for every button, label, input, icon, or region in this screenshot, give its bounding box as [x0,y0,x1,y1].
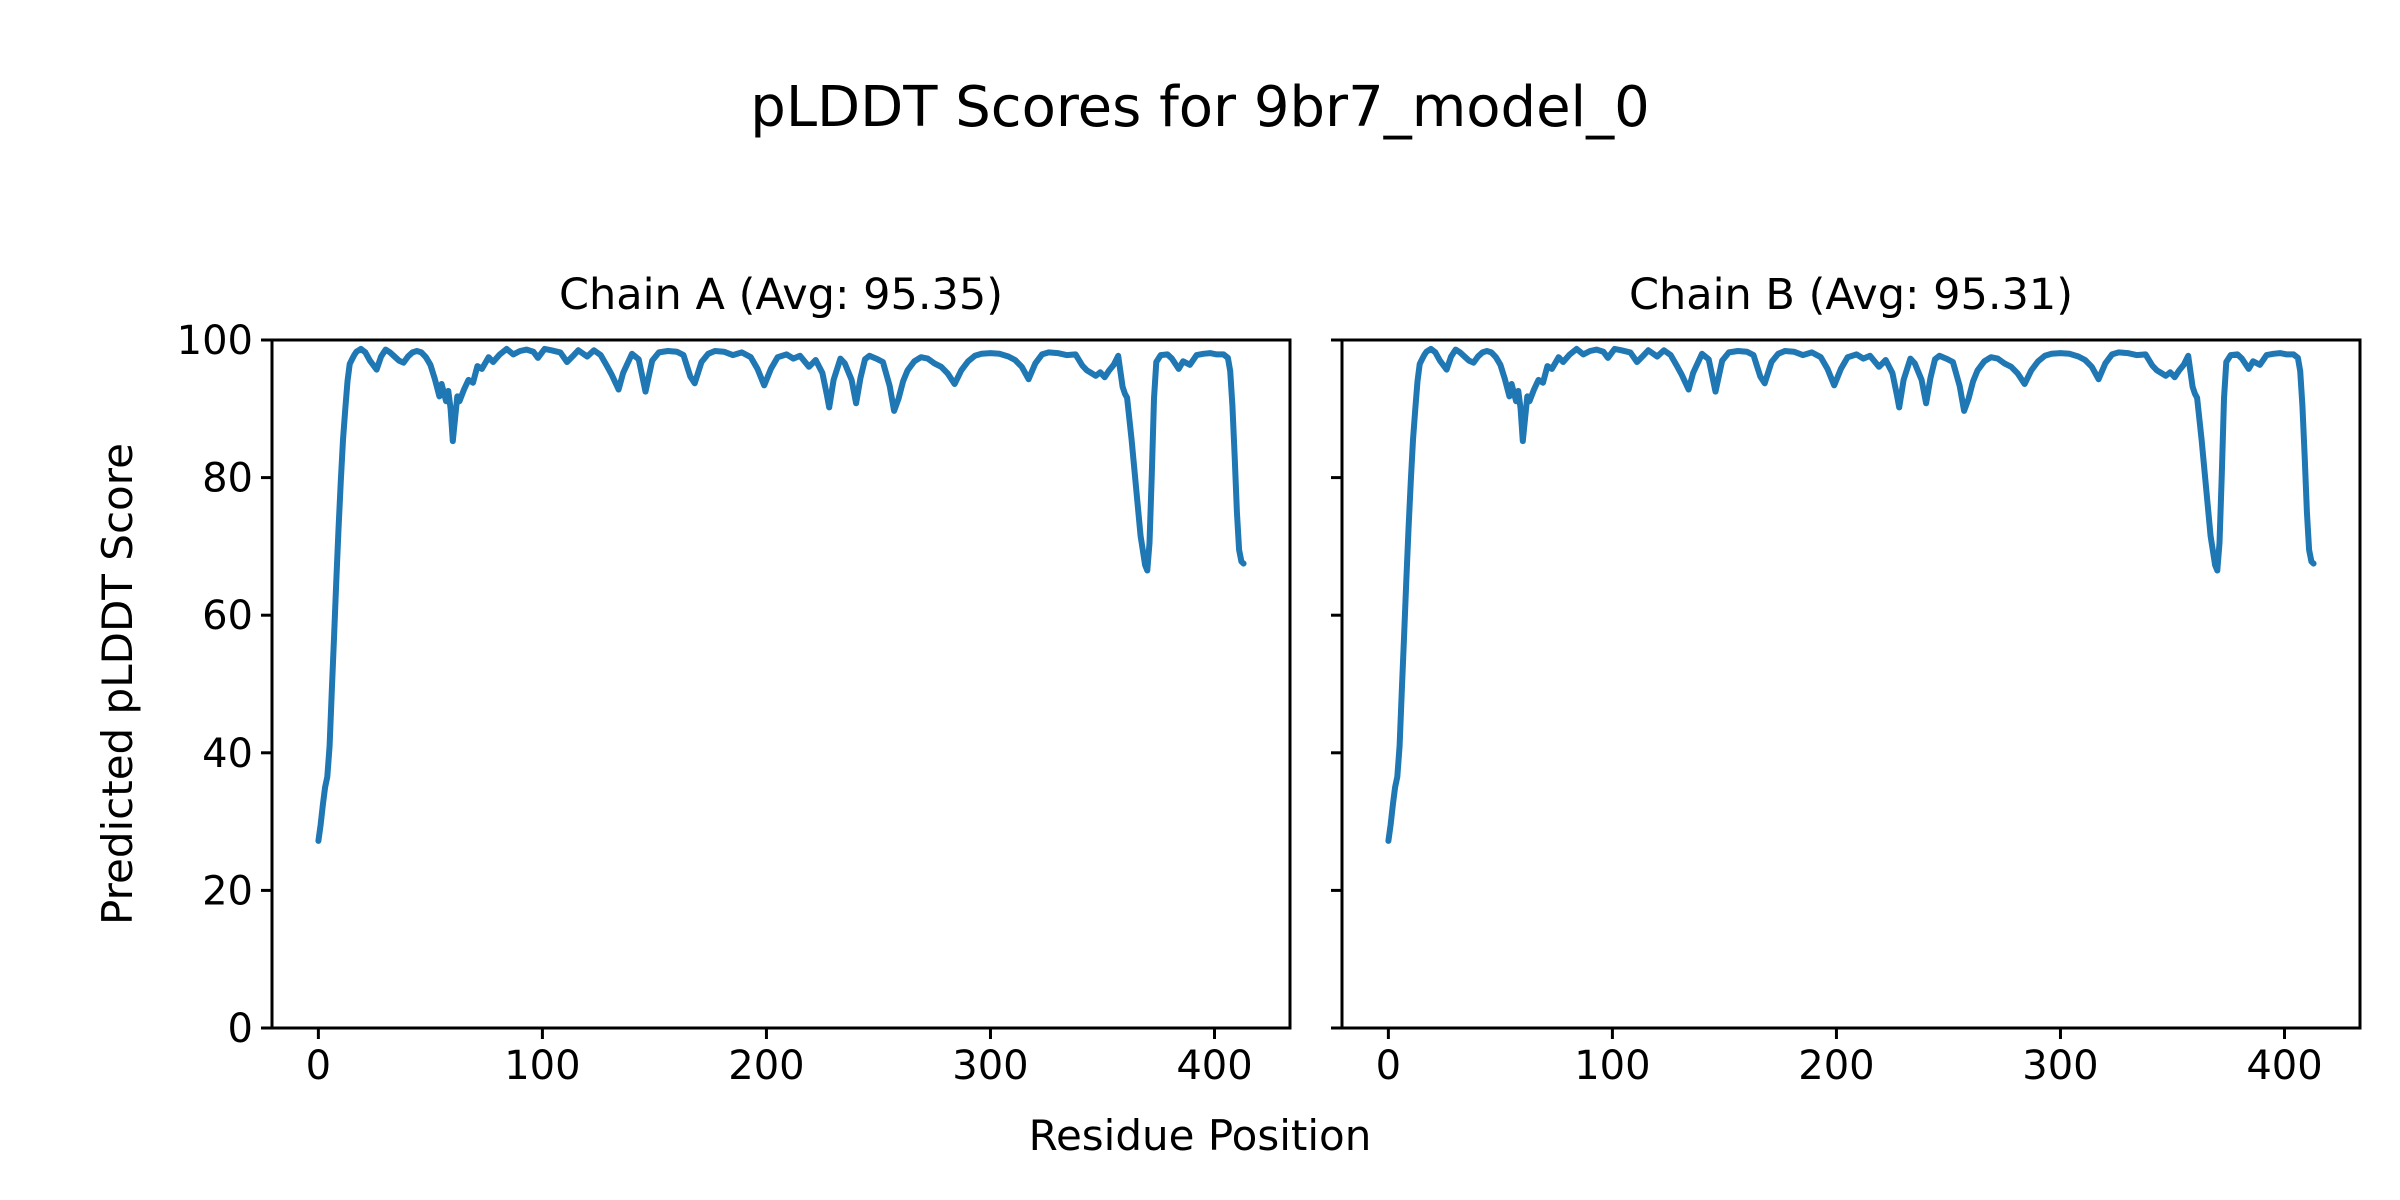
x-tick-label: 0 [1376,1043,1401,1089]
x-tick-label: 100 [504,1043,580,1089]
x-tick-label: 100 [1574,1043,1650,1089]
y-tick-label: 20 [202,868,253,914]
axes-frame-chain-b [1340,338,2362,1030]
x-tick-label: 400 [2246,1043,2322,1089]
axes-frame-chain-a [270,338,1292,1030]
figure-title: pLDDT Scores for 9br7_model_0 [750,75,1650,140]
y-tick-label: 60 [202,593,253,639]
y-tick-label: 40 [202,731,253,777]
x-tick-label: 300 [2022,1043,2098,1089]
x-tick-label: 300 [952,1043,1028,1089]
x-axis-label: Residue Position [1028,1111,1372,1160]
y-tick-label: 80 [202,456,253,502]
y-tick-label: 0 [228,1006,253,1052]
x-tick-label: 200 [1798,1043,1874,1089]
chain-b-subplot-title: Chain B (Avg: 95.31) [1628,270,2074,320]
chain-a-subplot-title: Chain A (Avg: 95.35) [558,270,1004,320]
x-tick-label: 0 [306,1043,331,1089]
plddt-line-chain-b [1385,345,2317,844]
y-tick-label: 100 [177,318,253,364]
plddt-line-chain-a [315,345,1247,844]
x-tick-label: 200 [728,1043,804,1089]
x-tick-label: 400 [1176,1043,1252,1089]
